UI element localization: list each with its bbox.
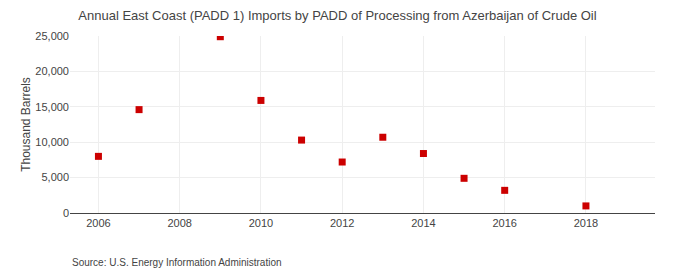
svg-text:2008: 2008: [167, 217, 191, 229]
svg-text:2006: 2006: [86, 217, 110, 229]
svg-text:2018: 2018: [574, 217, 598, 229]
svg-text:2010: 2010: [249, 217, 273, 229]
svg-text:0: 0: [63, 207, 69, 219]
svg-text:5,000: 5,000: [41, 171, 69, 183]
svg-text:2016: 2016: [492, 217, 516, 229]
svg-text:Thousand Barrels: Thousand Barrels: [19, 77, 33, 172]
svg-text:20,000: 20,000: [35, 65, 69, 77]
svg-text:10,000: 10,000: [35, 136, 69, 148]
svg-text:Annual East Coast (PADD 1) Imp: Annual East Coast (PADD 1) Imports by PA…: [78, 8, 596, 23]
svg-text:Source: U.S. Energy Informatio: Source: U.S. Energy Information Administ…: [72, 257, 282, 268]
svg-text:15,000: 15,000: [35, 101, 69, 113]
svg-text:25,000: 25,000: [35, 30, 69, 42]
svg-text:2014: 2014: [411, 217, 435, 229]
svg-text:2012: 2012: [330, 217, 354, 229]
